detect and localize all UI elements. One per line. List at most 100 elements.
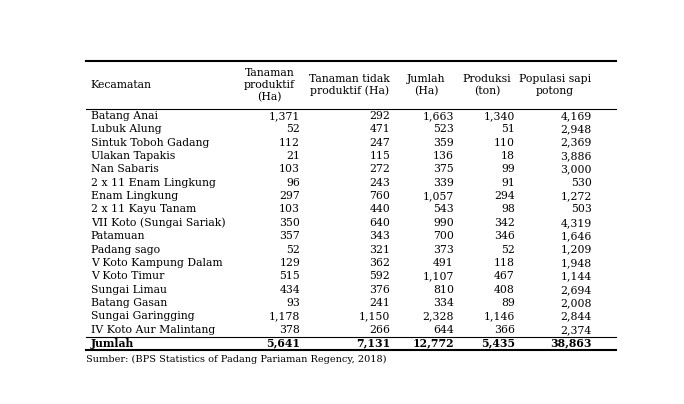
- Text: 2 x 11 Enam Lingkung: 2 x 11 Enam Lingkung: [91, 178, 215, 188]
- Text: 4,319: 4,319: [560, 218, 592, 228]
- Text: 343: 343: [369, 231, 391, 241]
- Text: 1,646: 1,646: [560, 231, 592, 241]
- Text: VII Koto (Sungai Sariak): VII Koto (Sungai Sariak): [91, 218, 226, 228]
- Text: 592: 592: [369, 271, 391, 281]
- Text: Lubuk Alung: Lubuk Alung: [91, 124, 161, 134]
- Text: 375: 375: [433, 164, 454, 175]
- Text: 243: 243: [369, 178, 391, 188]
- Text: Sumber: (BPS Statistics of Padang Pariaman Regency, 2018): Sumber: (BPS Statistics of Padang Pariam…: [86, 355, 386, 364]
- Text: 3,886: 3,886: [560, 151, 592, 161]
- Text: 2,328: 2,328: [423, 311, 454, 322]
- Text: Patamuan: Patamuan: [91, 231, 145, 241]
- Text: 1,107: 1,107: [423, 271, 454, 281]
- Text: 700: 700: [433, 231, 454, 241]
- Text: Batang Anai: Batang Anai: [91, 111, 158, 121]
- Text: 1,663: 1,663: [423, 111, 454, 121]
- Text: 21: 21: [286, 151, 300, 161]
- Text: 1,948: 1,948: [560, 258, 592, 268]
- Text: Nan Sabaris: Nan Sabaris: [91, 164, 159, 175]
- Text: Produksi
(ton): Produksi (ton): [463, 74, 512, 96]
- Text: 2,694: 2,694: [560, 285, 592, 295]
- Text: 359: 359: [433, 138, 454, 147]
- Text: 12,772: 12,772: [412, 338, 454, 349]
- Text: 52: 52: [287, 124, 300, 134]
- Text: 491: 491: [433, 258, 454, 268]
- Text: 1,150: 1,150: [359, 311, 391, 322]
- Text: 294: 294: [494, 191, 515, 201]
- Text: 1,146: 1,146: [484, 311, 515, 322]
- Text: 523: 523: [433, 124, 454, 134]
- Text: 89: 89: [501, 298, 515, 308]
- Text: 5,641: 5,641: [266, 338, 300, 349]
- Text: 339: 339: [433, 178, 454, 188]
- Text: 471: 471: [369, 124, 391, 134]
- Text: Tanaman tidak
produktif (Ha): Tanaman tidak produktif (Ha): [308, 74, 390, 96]
- Text: 408: 408: [494, 285, 515, 295]
- Text: Sungai Limau: Sungai Limau: [91, 285, 167, 295]
- Text: Jumlah: Jumlah: [91, 338, 134, 349]
- Text: 7,131: 7,131: [356, 338, 391, 349]
- Text: 38,863: 38,863: [550, 338, 592, 349]
- Text: 297: 297: [280, 191, 300, 201]
- Text: 99: 99: [501, 164, 515, 175]
- Text: 91: 91: [501, 178, 515, 188]
- Text: Batang Gasan: Batang Gasan: [91, 298, 167, 308]
- Text: 760: 760: [369, 191, 391, 201]
- Text: 2,369: 2,369: [560, 138, 592, 147]
- Text: 2,844: 2,844: [560, 311, 592, 322]
- Text: 52: 52: [287, 244, 300, 255]
- Text: 1,340: 1,340: [484, 111, 515, 121]
- Text: IV Koto Aur Malintang: IV Koto Aur Malintang: [91, 325, 215, 335]
- Text: 129: 129: [279, 258, 300, 268]
- Text: 93: 93: [287, 298, 300, 308]
- Text: 136: 136: [433, 151, 454, 161]
- Text: Populasi sapi
potong: Populasi sapi potong: [518, 74, 591, 96]
- Text: Tanaman
produktif
(Ha): Tanaman produktif (Ha): [244, 68, 295, 102]
- Text: 247: 247: [369, 138, 391, 147]
- Text: 1,272: 1,272: [560, 191, 592, 201]
- Text: 515: 515: [280, 271, 300, 281]
- Text: 52: 52: [501, 244, 515, 255]
- Text: 51: 51: [501, 124, 515, 134]
- Text: 810: 810: [433, 285, 454, 295]
- Text: 1,144: 1,144: [560, 271, 592, 281]
- Text: Sungai Garingging: Sungai Garingging: [91, 311, 194, 322]
- Text: 1,057: 1,057: [423, 191, 454, 201]
- Text: 110: 110: [494, 138, 515, 147]
- Text: Kecamatan: Kecamatan: [91, 80, 152, 90]
- Text: 530: 530: [571, 178, 592, 188]
- Text: 543: 543: [433, 204, 454, 215]
- Text: 334: 334: [433, 298, 454, 308]
- Text: 103: 103: [279, 164, 300, 175]
- Text: 346: 346: [494, 231, 515, 241]
- Text: 292: 292: [369, 111, 391, 121]
- Text: 98: 98: [501, 204, 515, 215]
- Text: Sintuk Toboh Gadang: Sintuk Toboh Gadang: [91, 138, 209, 147]
- Text: 2,948: 2,948: [560, 124, 592, 134]
- Text: 272: 272: [369, 164, 391, 175]
- Text: 1,178: 1,178: [269, 311, 300, 322]
- Text: 373: 373: [433, 244, 454, 255]
- Text: Enam Lingkung: Enam Lingkung: [91, 191, 178, 201]
- Text: 241: 241: [369, 298, 391, 308]
- Text: V Koto Timur: V Koto Timur: [91, 271, 164, 281]
- Text: 321: 321: [369, 244, 391, 255]
- Text: 2,374: 2,374: [560, 325, 592, 335]
- Text: 503: 503: [571, 204, 592, 215]
- Text: 350: 350: [279, 218, 300, 228]
- Text: 640: 640: [369, 218, 391, 228]
- Text: 440: 440: [369, 204, 391, 215]
- Text: 18: 18: [501, 151, 515, 161]
- Text: 112: 112: [279, 138, 300, 147]
- Text: 2,008: 2,008: [560, 298, 592, 308]
- Text: 434: 434: [280, 285, 300, 295]
- Text: 1,209: 1,209: [560, 244, 592, 255]
- Text: 378: 378: [279, 325, 300, 335]
- Text: 4,169: 4,169: [560, 111, 592, 121]
- Text: 96: 96: [287, 178, 300, 188]
- Text: 467: 467: [494, 271, 515, 281]
- Text: 2 x 11 Kayu Tanam: 2 x 11 Kayu Tanam: [91, 204, 196, 215]
- Text: 644: 644: [433, 325, 454, 335]
- Text: 3,000: 3,000: [560, 164, 592, 175]
- Text: 103: 103: [279, 204, 300, 215]
